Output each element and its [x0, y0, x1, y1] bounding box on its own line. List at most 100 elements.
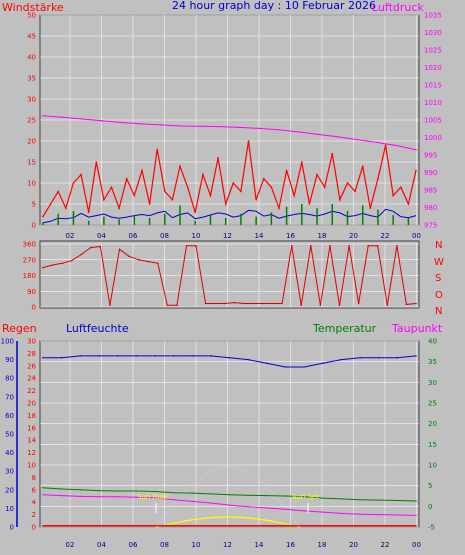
pressure-y-tick: 1010 [424, 99, 442, 107]
dewpoint-point [210, 502, 212, 504]
humidity-point [191, 355, 193, 357]
dewpoint-point [79, 495, 82, 498]
pressure-y-tick: 985 [424, 187, 437, 195]
humidity-point [415, 355, 417, 357]
temperature-y-tick: 25 [428, 400, 437, 408]
direction-point [214, 302, 216, 305]
wind-point [209, 194, 212, 197]
wind-x-tick: 00 [412, 232, 421, 240]
sunset-annotation: Sun Set [292, 493, 319, 501]
pressure-y-tick: 1025 [424, 47, 442, 55]
climate-x-tick: 12 [223, 541, 232, 549]
rain-point [322, 525, 324, 527]
axis-labels: 0510152025303540455097598098599099510001… [1, 12, 442, 550]
humidity-y-tick: 10 [5, 505, 14, 513]
wind-point [323, 186, 326, 188]
pressure-point [61, 116, 64, 118]
rain-point [303, 525, 305, 527]
direction-point [137, 258, 140, 261]
pressure-point [415, 149, 417, 151]
wind-point [293, 194, 296, 197]
wind-point [331, 152, 334, 155]
pressure-y-tick: 990 [424, 169, 437, 177]
wind-point [308, 203, 311, 205]
direction-point [233, 301, 236, 304]
wind-y-tick: 40 [27, 54, 36, 62]
wind-point [316, 173, 318, 176]
dewpoint-point [228, 504, 231, 506]
wind-point [262, 178, 265, 180]
climate-marks [42, 355, 417, 528]
temperature-point [266, 494, 268, 497]
temperature-point [340, 498, 343, 500]
rain-y-tick: 10 [27, 462, 36, 470]
pressure-series-line [42, 115, 417, 151]
header-pressure-label: Luftdruck [372, 1, 424, 14]
wind-point [110, 186, 113, 188]
direction-point [176, 304, 178, 307]
direction-series-line [42, 245, 417, 306]
rain-y-tick: 8 [32, 474, 36, 482]
temperature-point [98, 489, 100, 492]
direction-point [185, 244, 188, 247]
wind-point [95, 161, 98, 163]
rain-point [396, 525, 399, 527]
solar-line [155, 516, 301, 528]
humidity-point [340, 358, 343, 361]
direction-point [405, 303, 408, 306]
humidity-y-tick: 70 [5, 393, 14, 401]
humidity-y-tick: 60 [5, 412, 14, 420]
temperature-y-tick: 10 [428, 462, 437, 470]
rain-point [247, 525, 249, 527]
dewpoint-point [60, 494, 63, 497]
dewpoint-point [415, 514, 417, 517]
direction-panel-frame [39, 240, 420, 309]
rain-y-tick: 26 [27, 362, 36, 370]
dewpoint-point [135, 496, 137, 498]
direction-point [156, 262, 159, 265]
wind-series-line [42, 140, 417, 217]
wind-point [57, 190, 60, 193]
climate-x-tick: 16 [286, 541, 295, 549]
wind-point [392, 194, 394, 197]
climate-x-tick: 14 [255, 541, 264, 549]
pressure-point [317, 133, 319, 136]
climate-x-tick: 18 [318, 541, 327, 549]
climate-x-tick: 22 [381, 541, 390, 549]
wind-point [247, 140, 250, 142]
pressure-point [376, 141, 378, 144]
uv-line [155, 466, 301, 528]
wind-point [232, 182, 235, 184]
pressure-point [297, 131, 299, 133]
direction-point [309, 244, 312, 247]
humidity-y-tick: 30 [5, 468, 14, 476]
wind-point [103, 199, 105, 201]
pressure-point [258, 127, 260, 130]
rain-y-tick: 30 [27, 338, 36, 346]
direction-point [396, 244, 398, 247]
temperature-point [135, 490, 137, 492]
rain-label: Regen [2, 322, 37, 335]
dir-label-n-top: N [435, 240, 442, 251]
temperature-label: Temperatur [312, 322, 377, 335]
direction-point [367, 244, 369, 247]
pressure-point [356, 138, 358, 141]
wind-point [80, 173, 82, 176]
temperature-point [116, 490, 119, 492]
direction-point [51, 264, 54, 266]
dir-label-s: S [435, 273, 441, 284]
header-wind-label: Windstärke [2, 1, 64, 14]
wind-point [148, 203, 151, 205]
direction-point [271, 302, 274, 305]
climate-x-tick: 06 [129, 541, 138, 549]
humidity-y-tick: 80 [5, 375, 14, 383]
wind-y-tick: 25 [27, 117, 36, 125]
pressure-point [140, 123, 142, 125]
wind-y-tick: 10 [27, 180, 36, 188]
wind-point [377, 178, 379, 180]
temperature-point [228, 494, 231, 496]
wind-x-tick: 10 [192, 232, 201, 240]
dir-y-tick: 0 [32, 304, 36, 312]
wind-point [346, 182, 349, 184]
temperature-point [303, 496, 305, 498]
